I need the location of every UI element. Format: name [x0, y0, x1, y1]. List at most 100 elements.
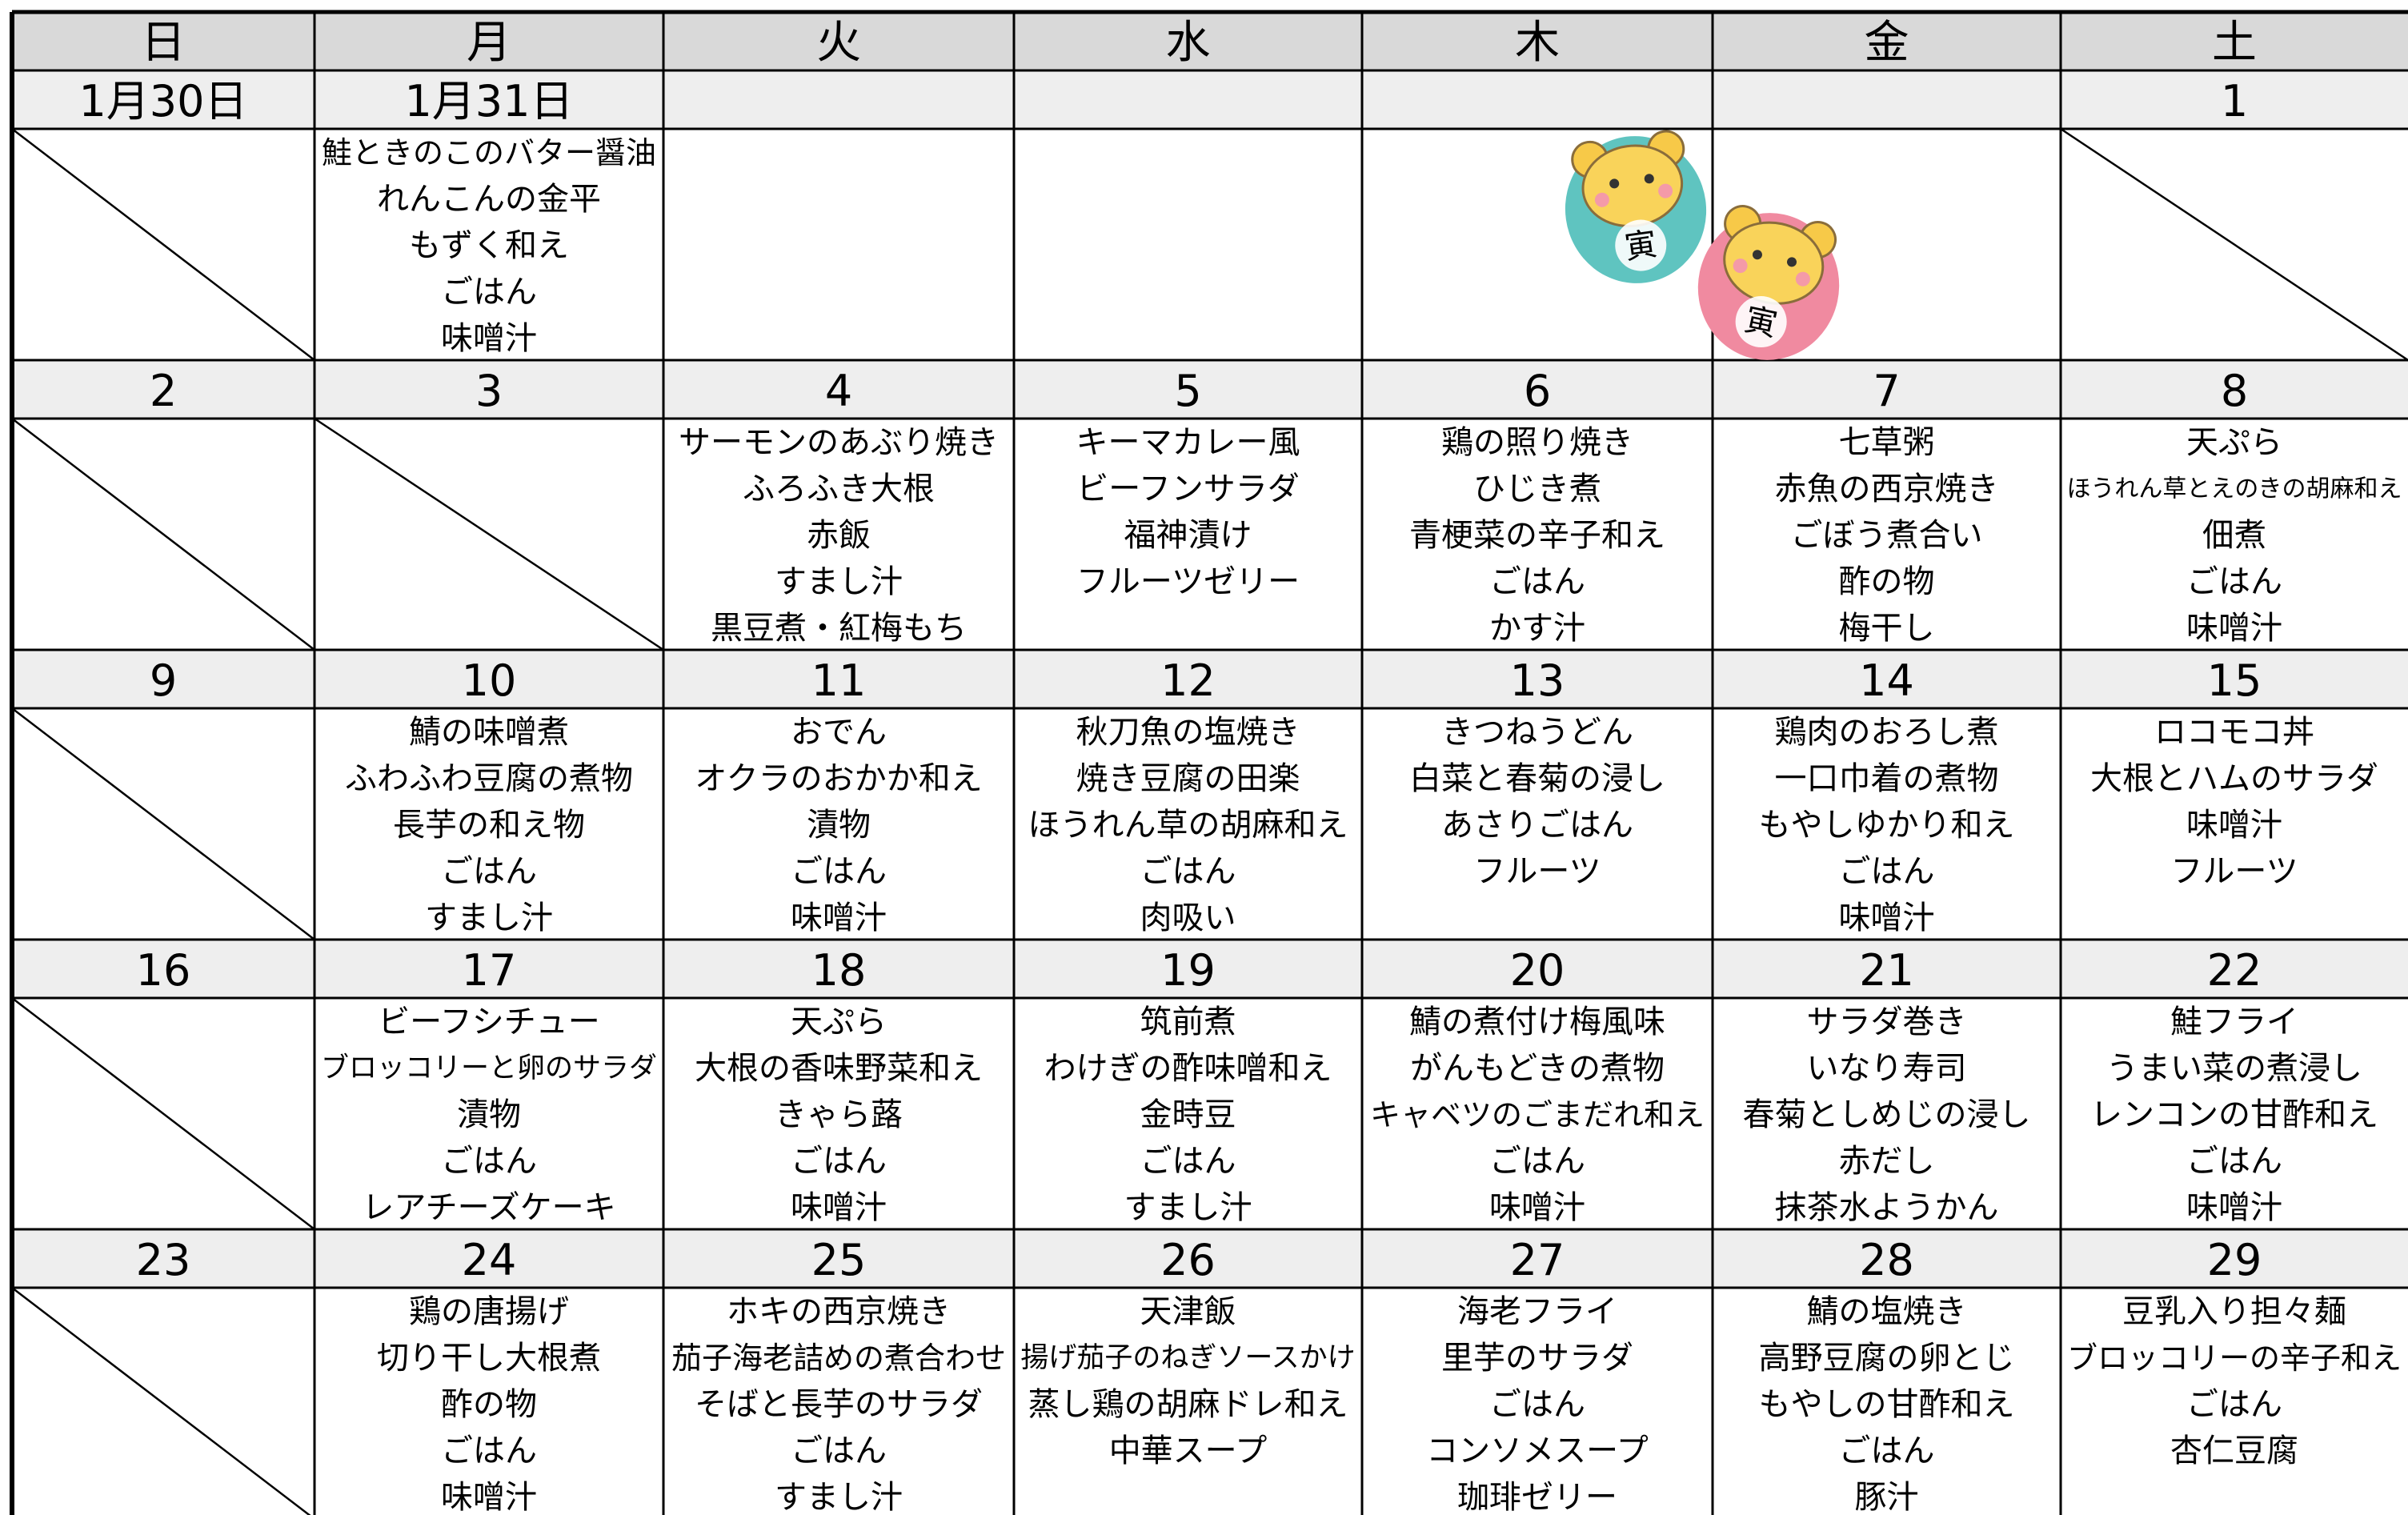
menu-item: 白菜と春菊の浸し — [1409, 760, 1665, 797]
menu-item: ほうれん草とえのきの胡麻和え — [2066, 475, 2402, 503]
menu-item: すまし汁 — [775, 1479, 903, 1515]
menu-item: 大根の香味野菜和え — [695, 1050, 983, 1087]
menu-item: 揚げ茄子のねぎソースかけ — [1020, 1342, 1355, 1374]
menu-item: ごはん — [441, 1143, 537, 1180]
menu-item: 味噌汁 — [441, 1479, 537, 1515]
date-label: 3 — [475, 366, 503, 416]
menu-item: ロコモコ丼 — [2154, 714, 2314, 751]
date-label: 17 — [462, 945, 517, 996]
menu-item: 海老フライ — [1457, 1293, 1617, 1330]
menu-item: ごはん — [441, 853, 537, 890]
menu-item: 味噌汁 — [441, 320, 537, 357]
menu-item: ビーフンサラダ — [1076, 471, 1299, 507]
menu-item: 漬物 — [807, 807, 871, 844]
menu-item: サラダ巻き — [1807, 1004, 1967, 1040]
menu-item: 赤飯 — [807, 517, 871, 554]
menu-item: 味噌汁 — [1489, 1189, 1585, 1226]
date-label: 26 — [1160, 1235, 1216, 1285]
menu-item: フルーツ — [1473, 853, 1601, 890]
menu-item: 杏仁豆腐 — [2170, 1433, 2298, 1469]
menu-item: キャベツのごまだれ和え — [1370, 1097, 1705, 1132]
date-label: 13 — [1510, 655, 1565, 706]
date-row — [12, 1229, 2408, 1288]
menu-item: 天ぷら — [2186, 424, 2282, 461]
menu-item: 一口巾着の煮物 — [1775, 760, 1999, 797]
menu-item: 焼き豆腐の田楽 — [1076, 760, 1300, 797]
menu-item: ブロッコリーの辛子和え — [2067, 1341, 2402, 1376]
menu-item: 鶏肉のおろし煮 — [1775, 714, 1999, 751]
date-label: 29 — [2207, 1235, 2262, 1285]
date-label: 22 — [2207, 945, 2262, 996]
menu-item: もやしの甘酢和え — [1759, 1386, 2015, 1423]
menu-item: 金時豆 — [1140, 1096, 1236, 1133]
date-label: 27 — [1510, 1235, 1565, 1285]
sticker-badge — [1615, 219, 1667, 271]
closed-diagonal — [11, 128, 315, 361]
menu-item: 天ぷら — [791, 1004, 887, 1040]
menu-item: オクラのおかか和え — [695, 760, 982, 797]
menu-item: がんもどきの煮物 — [1410, 1050, 1665, 1087]
sticker-label: 寅 — [1622, 226, 1659, 267]
menu-item: 味噌汁 — [2186, 1189, 2282, 1226]
menu-item: 赤魚の西京焼き — [1775, 471, 1999, 507]
sticker-cheek — [1594, 192, 1609, 207]
date-label: 12 — [1160, 655, 1216, 706]
menu-item: キーマカレー風 — [1076, 424, 1300, 461]
sticker-eye — [1752, 250, 1762, 260]
menu-item: ふろふき大根 — [743, 471, 935, 507]
menu-item: 漬物 — [457, 1096, 521, 1133]
menu-item: わけぎの酢味噌和え — [1044, 1050, 1332, 1087]
menu-item: 春菊としめじの浸し — [1743, 1096, 2031, 1133]
menu-item: 里芋のサラダ — [1441, 1340, 1633, 1377]
menu-item: ビーフシチュー — [378, 1004, 600, 1040]
date-label: 9 — [150, 655, 177, 706]
menu-item: 味噌汁 — [791, 1189, 887, 1226]
weekday-label: 月 — [467, 17, 511, 69]
date-label: 1月30日 — [78, 76, 247, 126]
menu-item: ごはん — [1839, 853, 1935, 890]
menu-item: 蒸し鶏の胡麻ドレ和え — [1028, 1386, 1348, 1423]
menu-item: 青梗菜の辛子和え — [1409, 517, 1665, 554]
menu-item: ごはん — [791, 1433, 887, 1469]
date-label: 6 — [1524, 366, 1551, 416]
menu-item: うまい菜の煮浸し — [2106, 1050, 2362, 1087]
sticker-eye — [1787, 257, 1797, 267]
closed-diagonal — [11, 707, 315, 940]
date-label: 14 — [1859, 655, 1914, 706]
menu-item: 長芋の和え物 — [393, 807, 585, 844]
menu-item: そばと長芋のサラダ — [695, 1386, 983, 1423]
header-row — [12, 12, 2408, 70]
closed-diagonal — [11, 997, 315, 1230]
tiger-daruma-sticker: 寅 — [1697, 205, 1840, 360]
date-label: 18 — [811, 945, 867, 996]
menu-item: きつねうどん — [1441, 714, 1633, 751]
sticker-eye — [1609, 178, 1620, 189]
menu-item: ごはん — [1489, 1143, 1585, 1180]
menu-item: 黒豆煮・紅梅もち — [711, 610, 967, 647]
menu-item: ふわふわ豆腐の煮物 — [345, 760, 633, 797]
menu-item: れんこんの金平 — [377, 181, 601, 218]
menu-item: きゃら蕗 — [775, 1096, 903, 1133]
menu-item: おでん — [791, 714, 887, 751]
date-label: 1月31日 — [404, 76, 573, 126]
date-label: 11 — [811, 655, 867, 706]
menu-item: ごはん — [2186, 1143, 2282, 1180]
menu-item: 豆乳入り担々麺 — [2122, 1293, 2346, 1330]
date-label: 28 — [1859, 1235, 1914, 1285]
date-label: 25 — [811, 1235, 867, 1285]
sticker-eye — [1644, 174, 1654, 184]
menu-item: ごはん — [1489, 563, 1585, 600]
menu-item: 切り干し大根煮 — [377, 1340, 601, 1377]
menu-item: ひじき煮 — [1473, 471, 1601, 507]
menu-item: レンコンの甘酢和え — [2090, 1096, 2378, 1133]
menu-item: 味噌汁 — [2186, 807, 2282, 844]
menu-item: ごはん — [2186, 563, 2282, 600]
menu-item: フルーツ — [2170, 853, 2298, 890]
closed-diagonal — [11, 1287, 311, 1515]
menu-item: ごはん — [791, 1143, 887, 1180]
menu-item: 味噌汁 — [791, 900, 887, 936]
menu-item: ごはん — [1839, 1433, 1935, 1469]
date-row — [12, 70, 2408, 129]
date-row — [12, 650, 2408, 708]
